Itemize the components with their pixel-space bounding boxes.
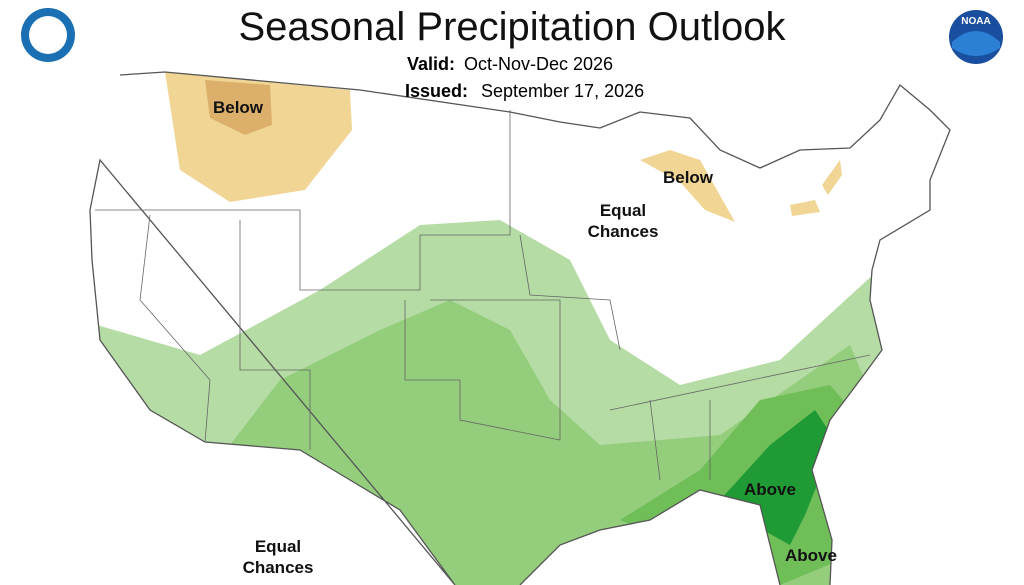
issued-value: September 17, 2026 bbox=[481, 81, 644, 101]
region-label: Equal bbox=[255, 537, 301, 556]
region-label: Above bbox=[744, 480, 796, 499]
region-label: Below bbox=[213, 98, 264, 117]
title: Seasonal Precipitation Outlook bbox=[239, 5, 787, 49]
noaa-logo-wave bbox=[952, 31, 1000, 56]
region-label: Chances bbox=[588, 222, 659, 241]
issued-label: Issued: bbox=[405, 81, 468, 101]
region-label: Below bbox=[663, 168, 714, 187]
region-label: Equal bbox=[600, 201, 646, 220]
us-outline bbox=[89, 71, 951, 585]
commerce-seal-inner bbox=[29, 16, 67, 54]
region-label: Chances bbox=[243, 558, 314, 577]
region-labels: Below Below Equal Chances Above Above Equal Cha… bbox=[213, 98, 837, 577]
logo-text: NOAA bbox=[961, 16, 990, 27]
valid-value: Oct-Nov-Dec 2026 bbox=[464, 54, 613, 74]
state-lines bbox=[95, 110, 871, 481]
region-label: Above bbox=[785, 546, 837, 565]
valid-label: Valid: bbox=[407, 54, 455, 74]
